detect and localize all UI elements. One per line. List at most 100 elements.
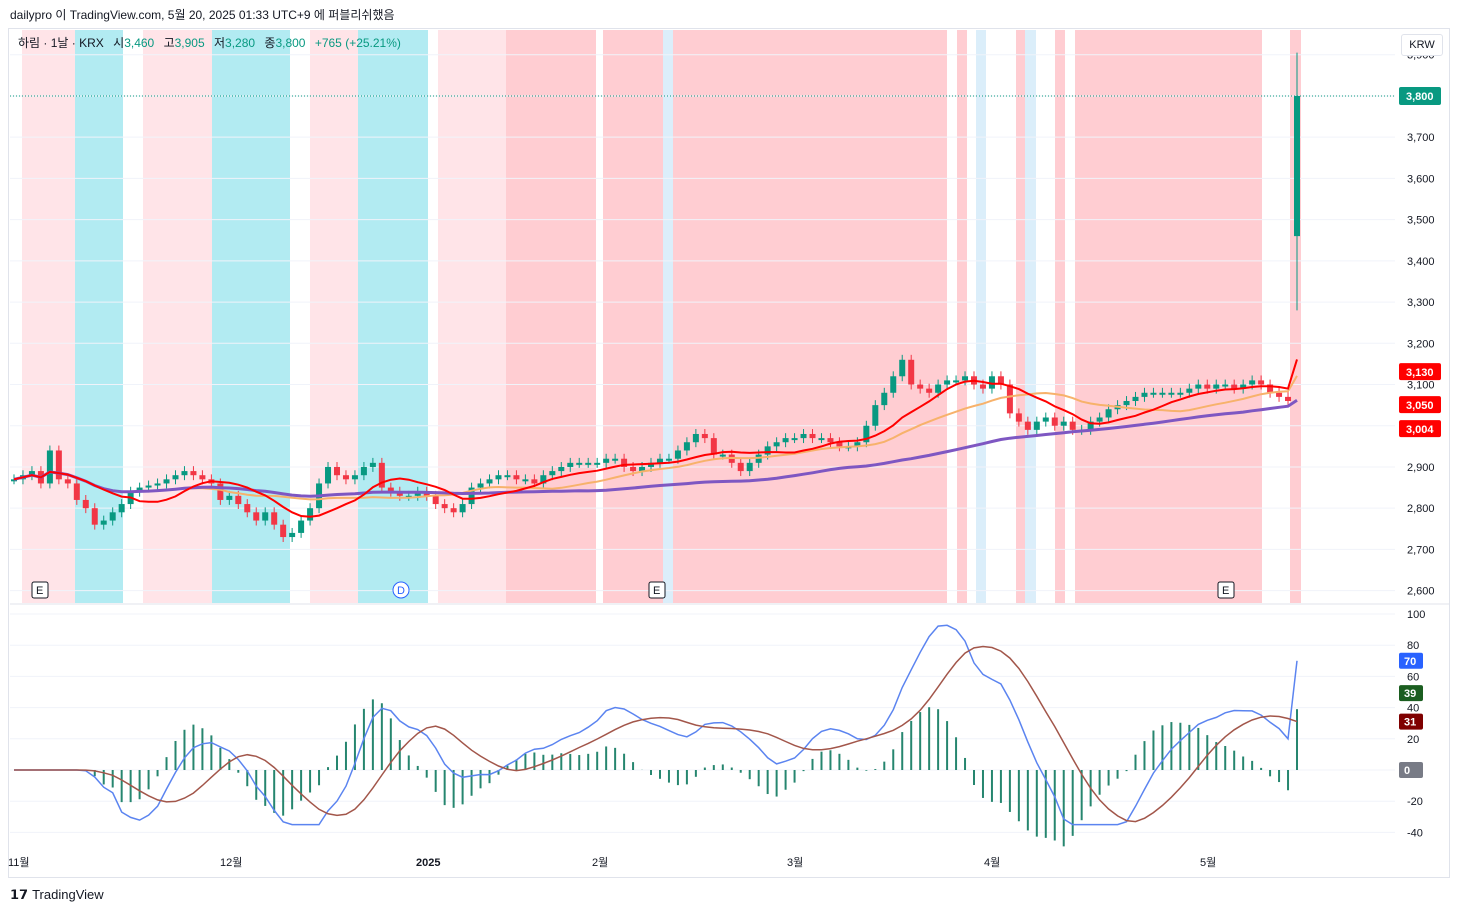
candle-body xyxy=(280,524,287,538)
brand-label: TradingView xyxy=(32,887,104,902)
candle-body xyxy=(692,433,699,443)
candle-body xyxy=(1177,392,1184,395)
time-tick-label: 3월 xyxy=(787,856,803,869)
candle-body xyxy=(701,433,708,439)
candle-body xyxy=(1141,392,1148,397)
candle-body xyxy=(755,454,762,463)
last-price-badge xyxy=(1399,86,1441,105)
candle-body xyxy=(91,508,98,525)
osc-value-badge xyxy=(1399,652,1423,669)
candle-body xyxy=(513,475,520,480)
osc-value-label: 70 xyxy=(1404,656,1416,668)
ma-value-badge xyxy=(1399,396,1441,414)
candle-body xyxy=(594,462,601,465)
ma-value-label: 3,004 xyxy=(1406,424,1434,436)
time-tick-label: 5월 xyxy=(1200,856,1216,869)
price-tick-label: 3,100 xyxy=(1407,380,1435,392)
candle-body xyxy=(576,462,583,465)
candle-body xyxy=(630,466,637,472)
osc-tick-label: -40 xyxy=(1407,827,1423,839)
candle-body xyxy=(665,458,672,461)
candle-body xyxy=(333,466,340,476)
tv-logo-icon: 𝟭𝟳 xyxy=(10,887,29,902)
candle-body xyxy=(450,508,457,513)
candle-body xyxy=(486,479,493,484)
candle-body xyxy=(1132,396,1139,402)
price-tick-label: 2,600 xyxy=(1407,586,1435,598)
candle-body xyxy=(369,462,376,467)
price-tick-label: 2,800 xyxy=(1407,503,1435,515)
candle-body xyxy=(935,384,942,393)
candle-body xyxy=(298,520,305,533)
ohlc-legend: 하림 · 1날 · KRX 시3,460 고3,905 저3,280 종3,80… xyxy=(18,34,401,51)
dividend-marker-label: D xyxy=(397,585,405,597)
price-tick-label: 3,700 xyxy=(1407,132,1435,144)
candle-body xyxy=(836,442,843,447)
regime-band-15 xyxy=(1055,30,1065,603)
candle-body xyxy=(988,376,995,389)
candle-body xyxy=(782,438,789,443)
time-tick-label: 4월 xyxy=(984,856,1000,869)
earnings-marker-label: E xyxy=(1222,585,1229,597)
regime-band-6 xyxy=(438,30,506,603)
price-tick-label: 2,900 xyxy=(1407,462,1435,474)
signal-line xyxy=(14,645,1298,823)
ma-red-line xyxy=(13,359,1298,518)
osc-value-badge xyxy=(1399,685,1423,702)
candle-body xyxy=(719,454,726,457)
price-tick-label: 3,300 xyxy=(1407,297,1435,309)
regime-band-13 xyxy=(1016,30,1025,603)
candle-body xyxy=(997,376,1004,385)
last-price-label: 3,800 xyxy=(1406,91,1434,103)
candle-body xyxy=(495,475,502,480)
candle-body xyxy=(872,405,879,426)
candle-body xyxy=(962,376,969,381)
candle-body xyxy=(504,475,511,478)
currency-button[interactable]: KRW xyxy=(1401,34,1443,56)
candle-body xyxy=(154,483,161,486)
candle-body xyxy=(181,471,188,476)
candle-body xyxy=(136,487,143,492)
candle-body xyxy=(1276,392,1283,397)
candle-body xyxy=(1186,388,1193,393)
candle-body xyxy=(351,475,358,480)
candle-body xyxy=(522,479,529,482)
candle-body xyxy=(145,485,152,488)
candle-body xyxy=(459,504,466,513)
candle-body xyxy=(190,471,197,476)
earnings-marker-label: E xyxy=(36,585,43,597)
candle-body xyxy=(1096,417,1103,422)
ma-value-badge xyxy=(1399,363,1441,381)
candle-body xyxy=(1051,417,1058,426)
regime-band-0 xyxy=(22,30,75,603)
candle-body xyxy=(396,491,403,496)
candle-body xyxy=(1195,384,1202,389)
candle-body xyxy=(1105,409,1112,418)
candle-body xyxy=(648,462,655,467)
osc-value-label: 31 xyxy=(1404,717,1416,729)
candle-body xyxy=(746,462,753,472)
candle-body xyxy=(325,466,332,484)
earnings-marker-label: E xyxy=(653,585,660,597)
high-value: 3,905 xyxy=(174,36,205,50)
candle-body xyxy=(387,487,394,492)
candle-body xyxy=(1033,421,1040,430)
regime-band-1 xyxy=(75,30,123,603)
candle-body xyxy=(1267,384,1274,393)
candle-body xyxy=(468,487,475,505)
ma-purple-line xyxy=(13,399,1298,498)
regime-band-12 xyxy=(976,30,986,603)
candle-body xyxy=(477,483,484,488)
chart-frame xyxy=(8,28,1450,878)
candle-body xyxy=(890,376,897,393)
tradingview-logo[interactable]: 𝟭𝟳 TradingView xyxy=(10,887,104,903)
candle-body xyxy=(656,458,663,463)
candle-body xyxy=(1015,413,1022,422)
candle-body xyxy=(11,479,17,482)
time-tick-label: 2025 xyxy=(416,857,440,869)
macd-line xyxy=(14,624,1298,826)
candle-body xyxy=(827,438,834,443)
candle-body xyxy=(791,438,798,441)
candle-body xyxy=(1006,384,1013,414)
